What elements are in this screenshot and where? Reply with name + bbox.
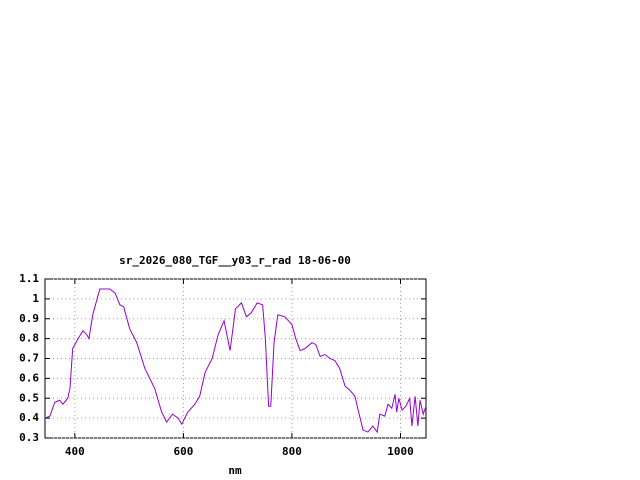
y-tick-label: 0.9 (19, 312, 39, 325)
x-tick-label: 400 (65, 445, 85, 458)
y-tick-label: 0.5 (19, 391, 39, 404)
plot-frame (44, 278, 427, 439)
y-tick-label: 0.7 (19, 352, 39, 365)
x-axis-label: nm (228, 464, 242, 477)
y-tick-label: 0.4 (19, 411, 39, 424)
y-tick-label: 0.8 (19, 332, 39, 345)
data-line (44, 288, 427, 434)
y-tick-label: 1 (32, 292, 39, 305)
x-tick-label: 800 (282, 445, 302, 458)
y-tick-label: 0.6 (19, 371, 39, 384)
y-tick-label: 1.1 (19, 272, 39, 285)
x-tick-label: 1000 (387, 445, 414, 458)
x-tick-label: 600 (173, 445, 193, 458)
y-tick-label: 0.3 (19, 431, 39, 444)
chart-title: sr_2026_080_TGF__y03_r_rad 18-06-00 (119, 254, 351, 267)
